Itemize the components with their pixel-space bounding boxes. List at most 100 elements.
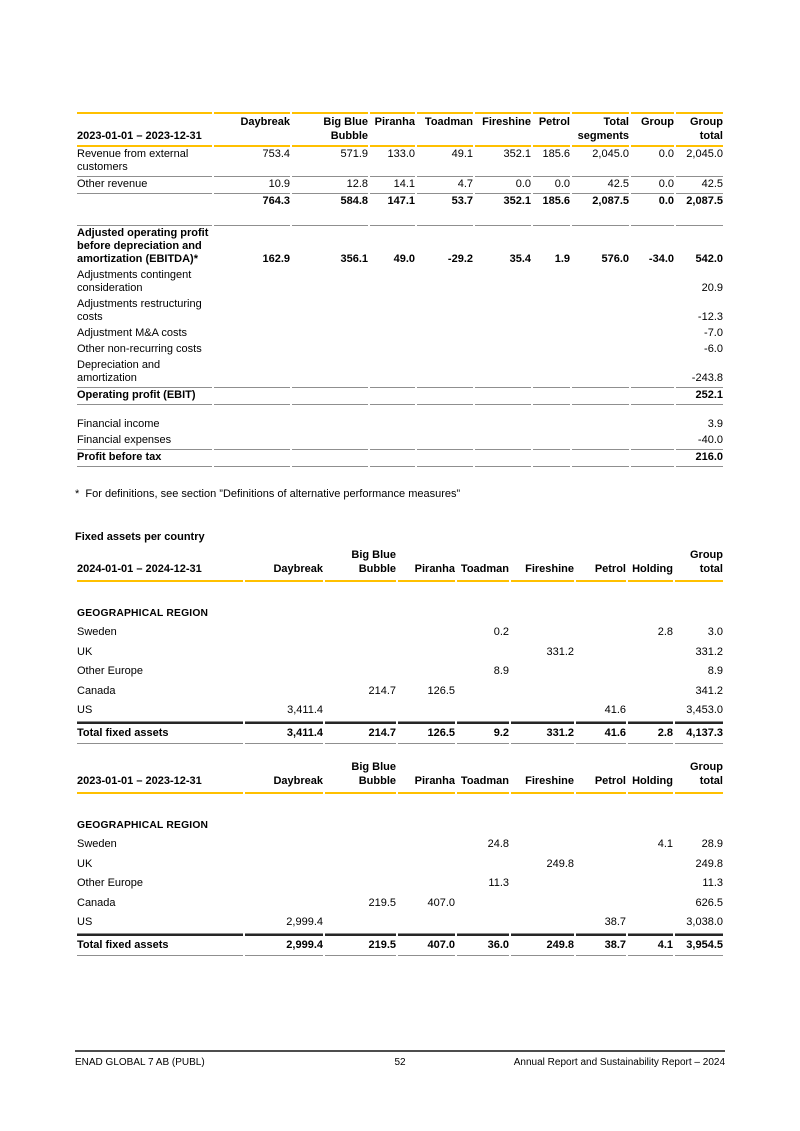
table-gap <box>75 744 725 758</box>
column-header-line <box>628 549 673 563</box>
value-cell: 1.9 <box>533 225 570 268</box>
value-cell: 147.1 <box>387 195 415 207</box>
value-cell <box>628 682 673 702</box>
value-cell <box>398 643 455 663</box>
value-cell <box>370 450 415 467</box>
value-cell: 36.0 <box>457 933 509 956</box>
value-cell: 126.5 <box>398 721 455 744</box>
value-cell <box>475 417 531 433</box>
value-cell <box>576 894 626 914</box>
table-row: Adjustments restructuring costs -12.3 <box>77 297 723 326</box>
column-header: Group <box>631 112 674 147</box>
value-cell <box>511 623 574 643</box>
value-cell: 252.1 <box>676 388 723 405</box>
value-cell <box>370 417 415 433</box>
value-cell <box>292 358 368 388</box>
value-cell <box>475 388 531 405</box>
value-cell <box>675 604 723 624</box>
row-label: Sweden <box>77 626 117 638</box>
value-cell <box>245 682 323 702</box>
value-cell <box>292 297 368 326</box>
value-cell: 14.1 <box>370 177 415 194</box>
value-cell <box>628 701 673 722</box>
column-header-line <box>457 549 509 563</box>
column-header-line <box>398 761 455 775</box>
column-header-line: Petrol <box>594 562 626 575</box>
value-cell <box>675 816 723 836</box>
value-cell: 764.3 <box>262 195 290 207</box>
value-cell <box>475 358 531 388</box>
row-label: Revenue from external customers <box>77 147 212 177</box>
value-cell <box>631 342 674 358</box>
value-cell: 2.8 <box>657 626 673 638</box>
value-cell <box>628 913 673 934</box>
value-cell <box>292 433 368 450</box>
column-header: Holding <box>628 758 673 794</box>
value-cell: 571.9 <box>292 147 368 177</box>
column-header: Group total <box>675 546 723 582</box>
value-cell <box>511 662 574 682</box>
value-cell <box>457 816 509 836</box>
column-header: Holding <box>628 546 673 582</box>
value-cell <box>533 326 570 342</box>
table-row: Total fixed assets 2,999.4 219.5 407.0 36.0 2… <box>77 933 723 956</box>
value-cell <box>245 662 323 682</box>
table-row: Sweden 0.2 2.8 3.0 <box>77 623 723 643</box>
value-cell <box>214 342 290 358</box>
column-header-line <box>628 761 673 775</box>
row-label: GEOGRAPHICAL REGION <box>77 819 209 831</box>
value-cell <box>292 268 368 297</box>
column-header: 2024-01-01 – 2024-12-31 <box>77 546 243 582</box>
value-cell <box>398 604 455 624</box>
spacer-cell <box>77 210 723 225</box>
row-label: Depreciation and amortization <box>77 358 212 388</box>
spacer-row <box>77 210 723 225</box>
value-cell <box>628 874 673 894</box>
table-header-row: 2023-01-01 – 2023-12-31 Daybreak Big Blue B… <box>77 758 723 794</box>
value-cell <box>214 268 290 297</box>
column-header-line: Piranha <box>374 116 415 128</box>
column-header: Daybreak <box>214 112 290 147</box>
value-cell <box>245 643 323 663</box>
value-cell <box>417 358 473 388</box>
value-cell: 9.2 <box>457 721 509 744</box>
value-cell: 407.0 <box>398 933 455 956</box>
column-header: Big Blue Bubble <box>325 758 396 794</box>
value-cell <box>370 326 415 342</box>
value-cell: 542.0 <box>676 225 723 268</box>
column-header-line: Piranha <box>414 562 455 575</box>
column-header-line: Fireshine <box>482 116 531 128</box>
value-cell: 11.3 <box>488 877 509 889</box>
value-cell <box>533 388 570 405</box>
value-cell <box>511 816 574 836</box>
value-cell: 3.9 <box>707 418 723 430</box>
value-cell <box>325 855 396 875</box>
value-cell: 126.5 <box>427 684 455 697</box>
table-row: UK 331.2 331.2 <box>77 643 723 663</box>
row-label: Total fixed assets <box>77 721 243 744</box>
value-cell <box>572 450 629 467</box>
value-cell <box>533 358 570 388</box>
value-cell <box>457 913 509 934</box>
value-cell <box>533 342 570 358</box>
value-cell <box>370 358 415 388</box>
value-cell <box>511 835 574 855</box>
value-cell <box>511 604 574 624</box>
column-header: Daybreak <box>245 546 323 582</box>
column-header: 2023-01-01 – 2023-12-31 <box>77 112 212 147</box>
table-row: Depreciation and amortization -243.8 <box>77 358 723 388</box>
value-cell <box>511 913 574 934</box>
row-label: Other revenue <box>77 177 212 194</box>
column-header: Group total <box>675 758 723 794</box>
value-cell: 753.4 <box>214 147 290 177</box>
value-cell <box>533 268 570 297</box>
value-cell <box>511 894 574 914</box>
row-label: US <box>77 913 243 934</box>
column-header-line: Group <box>690 761 723 773</box>
value-cell: 626.5 <box>695 896 723 909</box>
column-header-line: Group <box>690 116 723 128</box>
value-cell <box>475 433 531 450</box>
value-cell: 407.0 <box>427 896 455 909</box>
row-label: Other Europe <box>77 665 144 677</box>
table-row: Adjustments contingent consideration 20.9 <box>77 268 723 297</box>
